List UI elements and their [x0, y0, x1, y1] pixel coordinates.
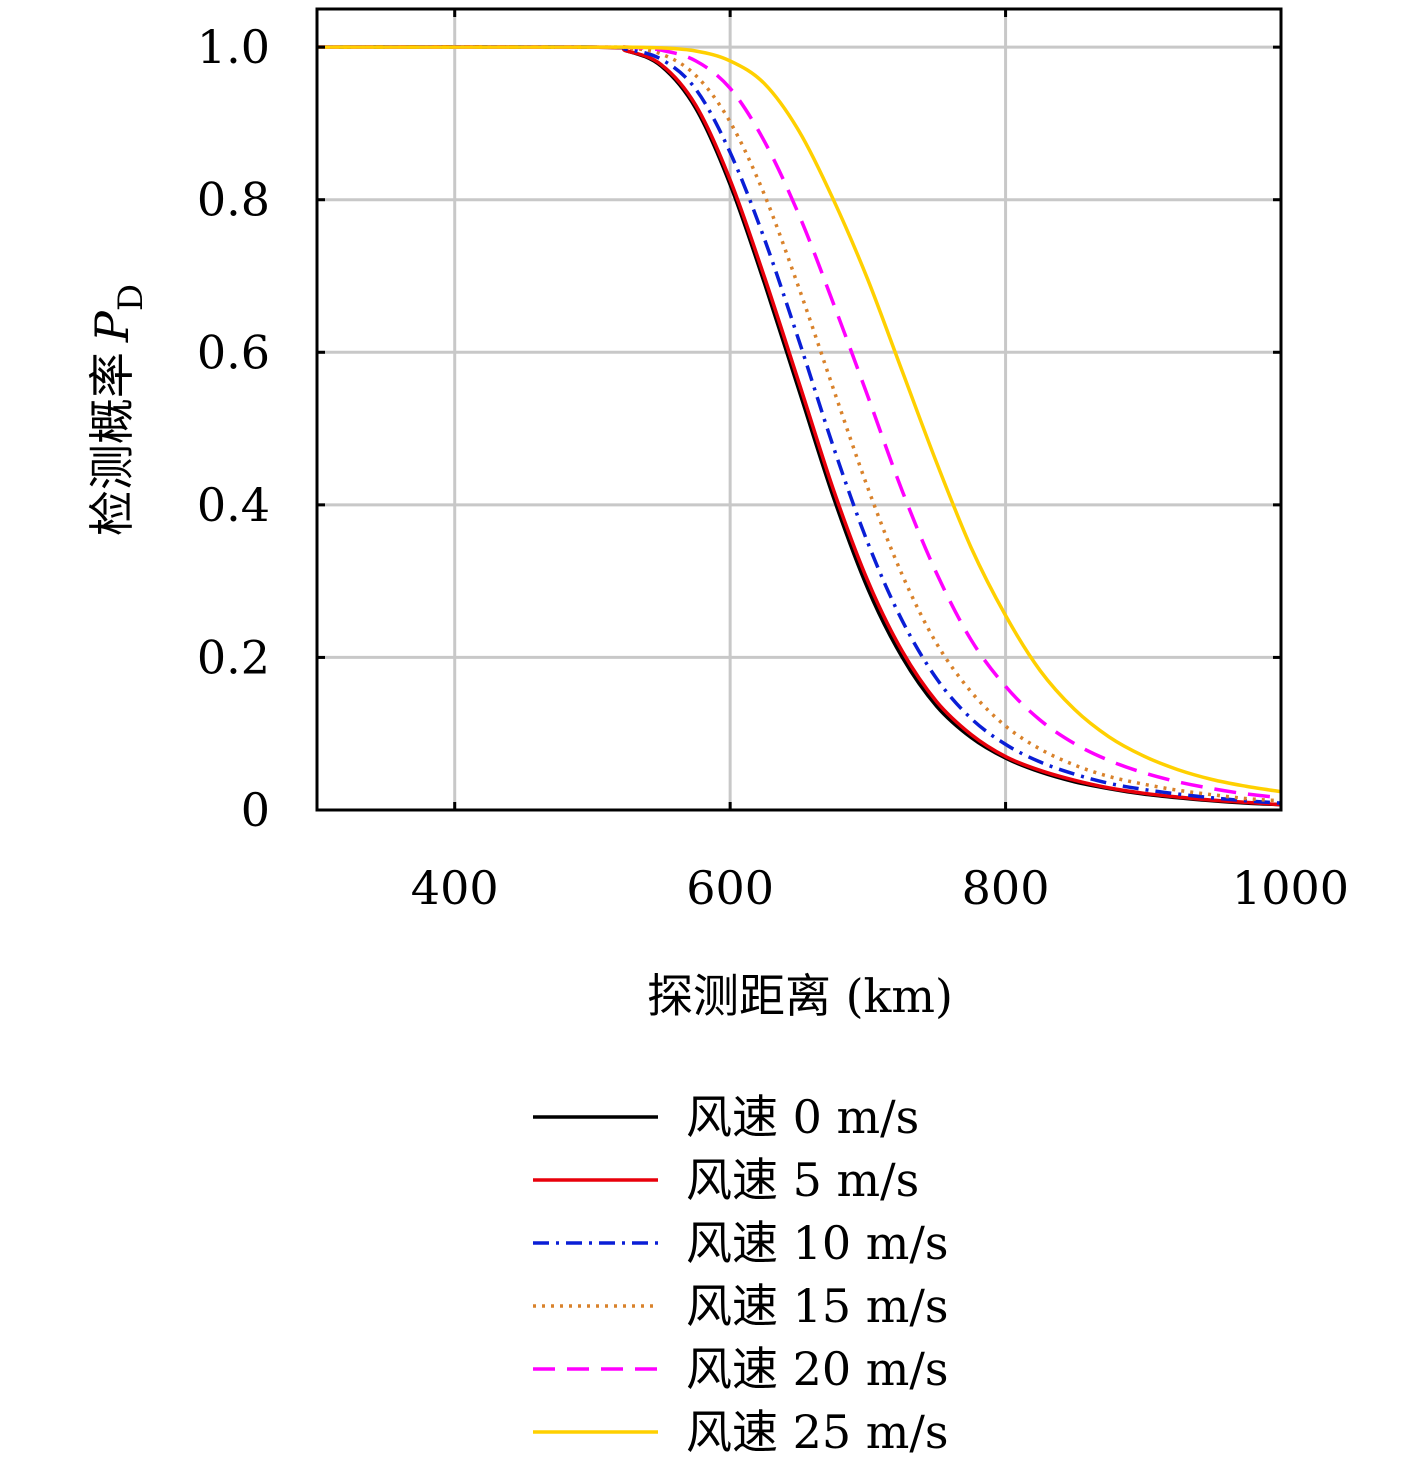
x-tick-label: 800 — [962, 861, 1050, 915]
y-tick-label: 0.8 — [197, 173, 270, 227]
series-line — [316, 45, 1282, 807]
series-lines — [316, 45, 1282, 807]
legend-label: 风速 15 m/s — [686, 1279, 949, 1333]
y-axis-title-text: 检测概率 — [85, 352, 139, 536]
y-tick-label: 0.6 — [197, 325, 270, 379]
y-tick-label: 1.0 — [197, 20, 270, 74]
legend-label: 风速 20 m/s — [686, 1342, 949, 1396]
series-line — [316, 45, 1282, 794]
y-tick-label: 0 — [241, 783, 270, 837]
y-axis-title-symbol: P — [85, 310, 139, 343]
series-line — [316, 45, 1282, 805]
svg-text:检测概率PD: 检测概率 PD — [85, 284, 151, 536]
x-tick-label: 1000 — [1232, 861, 1349, 915]
y-tick-label: 0.2 — [197, 630, 270, 684]
series-line — [316, 45, 1282, 807]
axis-ticks — [317, 9, 1283, 812]
series-line — [316, 45, 1282, 800]
plot-frame — [315, 7, 1283, 812]
y-axis-title: 检测概率 PD — [85, 284, 151, 536]
y-axis-title-subscript: D — [111, 284, 151, 311]
y-tick-labels: 0 0.2 0.4 0.6 0.8 1.0 — [197, 20, 270, 837]
y-tick-label: 0.4 — [197, 478, 270, 532]
legend-label: 风速 10 m/s — [686, 1216, 949, 1270]
series-line — [316, 45, 1282, 803]
legend: 风速 0 m/s 风速 5 m/s 风速 10 m/s 风速 15 m/s 风速 20 … — [533, 1090, 949, 1459]
x-tick-label: 600 — [686, 861, 774, 915]
x-tick-label: 400 — [411, 861, 499, 915]
legend-label: 风速 25 m/s — [686, 1405, 949, 1459]
legend-label: 风速 5 m/s — [686, 1153, 919, 1207]
x-axis-title: 探测距离 (km) — [647, 969, 953, 1023]
x-tick-labels: 400 600 800 1000 — [411, 861, 1349, 915]
legend-label: 风速 0 m/s — [686, 1090, 919, 1144]
grid — [317, 9, 1281, 810]
